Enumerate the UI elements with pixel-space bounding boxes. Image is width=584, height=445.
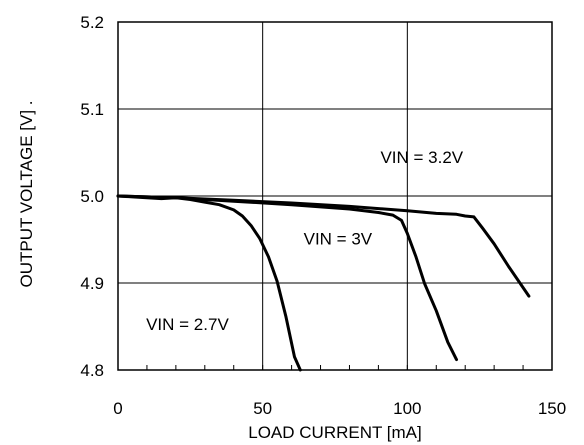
x-tick-labels: 0 50 100 150: [113, 399, 566, 418]
x-axis-title: LOAD CURRENT [mA]: [248, 423, 422, 442]
x-tick-label: 100: [393, 399, 421, 418]
series-lines: [116, 194, 531, 372]
y-axis-title: OUTPUT VOLTAGE [V] .: [17, 100, 36, 287]
y-tick-label: 4.9: [80, 274, 104, 293]
x-tick-label: 50: [253, 399, 272, 418]
x-tick-label: 150: [538, 399, 566, 418]
series-line-2: [116, 194, 458, 362]
y-tick-label: 5.0: [80, 187, 104, 206]
y-tick-label: 5.1: [80, 100, 104, 119]
series-line-3: [116, 194, 531, 298]
annotations: VIN = 3.2V VIN = 3V VIN = 2.7V: [146, 148, 464, 334]
series-annotation: VIN = 3V: [304, 230, 373, 249]
minor-ticks: [146, 365, 524, 370]
series-annotation: VIN = 3.2V: [380, 148, 463, 167]
x-tick-label: 0: [113, 399, 122, 418]
y-tick-labels: 4.8 4.9 5.0 5.1 5.2: [80, 13, 104, 380]
y-tick-label: 4.8: [80, 361, 104, 380]
series-annotation: VIN = 2.7V: [146, 315, 229, 334]
y-tick-label: 5.2: [80, 13, 104, 32]
